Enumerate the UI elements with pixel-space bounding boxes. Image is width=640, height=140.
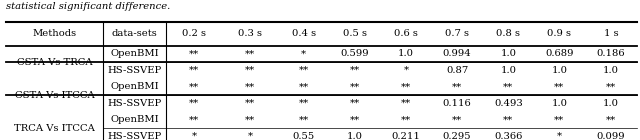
Text: TRCA Vs ITCCA: TRCA Vs ITCCA (14, 124, 95, 133)
Text: **: ** (349, 115, 360, 124)
Text: 0.7 s: 0.7 s (445, 29, 469, 38)
Text: 1.0: 1.0 (398, 49, 414, 58)
Text: HS-SSVEP: HS-SSVEP (108, 66, 162, 75)
Text: 0.5 s: 0.5 s (343, 29, 367, 38)
Text: **: ** (245, 49, 255, 58)
Text: **: ** (605, 115, 616, 124)
Text: 1.0: 1.0 (347, 132, 363, 140)
Text: *: * (301, 49, 307, 58)
Text: 0.87: 0.87 (446, 66, 468, 75)
Text: **: ** (189, 99, 199, 108)
Text: 1.0: 1.0 (603, 99, 619, 108)
Text: OpenBMI: OpenBMI (110, 115, 159, 124)
Text: **: ** (401, 82, 411, 91)
Text: **: ** (299, 99, 309, 108)
Text: 0.493: 0.493 (494, 99, 523, 108)
Text: 0.55: 0.55 (292, 132, 315, 140)
Text: **: ** (503, 82, 513, 91)
Text: 1 s: 1 s (604, 29, 618, 38)
Text: *: * (557, 132, 562, 140)
Text: **: ** (245, 66, 255, 75)
Text: 0.116: 0.116 (443, 99, 472, 108)
Text: **: ** (189, 115, 199, 124)
Text: **: ** (299, 115, 309, 124)
Text: *: * (403, 66, 408, 75)
Text: 0.211: 0.211 (392, 132, 420, 140)
Text: **: ** (452, 115, 462, 124)
Text: CSTA Vs ITCCA: CSTA Vs ITCCA (15, 91, 95, 100)
Text: **: ** (245, 99, 255, 108)
Text: HS-SSVEP: HS-SSVEP (108, 132, 162, 140)
Text: **: ** (452, 82, 462, 91)
Text: 0.9 s: 0.9 s (547, 29, 572, 38)
Text: 0.186: 0.186 (596, 49, 625, 58)
Text: **: ** (554, 82, 564, 91)
Text: HS-SSVEP: HS-SSVEP (108, 99, 162, 108)
Text: **: ** (503, 115, 513, 124)
Text: **: ** (245, 115, 255, 124)
Text: **: ** (189, 82, 199, 91)
Text: **: ** (299, 66, 309, 75)
Text: statistical significant difference.: statistical significant difference. (6, 2, 171, 11)
Text: 0.099: 0.099 (596, 132, 625, 140)
Text: data-sets: data-sets (112, 29, 157, 38)
Text: 1.0: 1.0 (552, 66, 568, 75)
Text: OpenBMI: OpenBMI (110, 49, 159, 58)
Text: **: ** (605, 82, 616, 91)
Text: **: ** (189, 49, 199, 58)
Text: **: ** (349, 66, 360, 75)
Text: **: ** (554, 115, 564, 124)
Text: *: * (248, 132, 253, 140)
Text: 1.0: 1.0 (500, 49, 516, 58)
Text: 0.8 s: 0.8 s (496, 29, 520, 38)
Text: OpenBMI: OpenBMI (110, 82, 159, 91)
Text: 0.689: 0.689 (545, 49, 573, 58)
Text: 0.2 s: 0.2 s (182, 29, 206, 38)
Text: **: ** (299, 82, 309, 91)
Text: 0.4 s: 0.4 s (292, 29, 316, 38)
Text: 0.599: 0.599 (340, 49, 369, 58)
Text: 0.366: 0.366 (494, 132, 522, 140)
Text: **: ** (245, 82, 255, 91)
Text: **: ** (349, 99, 360, 108)
Text: **: ** (349, 82, 360, 91)
Text: 1.0: 1.0 (500, 66, 516, 75)
Text: 1.0: 1.0 (552, 99, 568, 108)
Text: **: ** (401, 99, 411, 108)
Text: 0.994: 0.994 (443, 49, 472, 58)
Text: 0.3 s: 0.3 s (238, 29, 262, 38)
Text: 1.0: 1.0 (603, 66, 619, 75)
Text: **: ** (189, 66, 199, 75)
Text: CSTA Vs TRCA: CSTA Vs TRCA (17, 58, 93, 66)
Text: 0.6 s: 0.6 s (394, 29, 418, 38)
Text: **: ** (401, 115, 411, 124)
Text: 0.295: 0.295 (443, 132, 472, 140)
Text: *: * (191, 132, 196, 140)
Text: Methods: Methods (33, 29, 77, 38)
